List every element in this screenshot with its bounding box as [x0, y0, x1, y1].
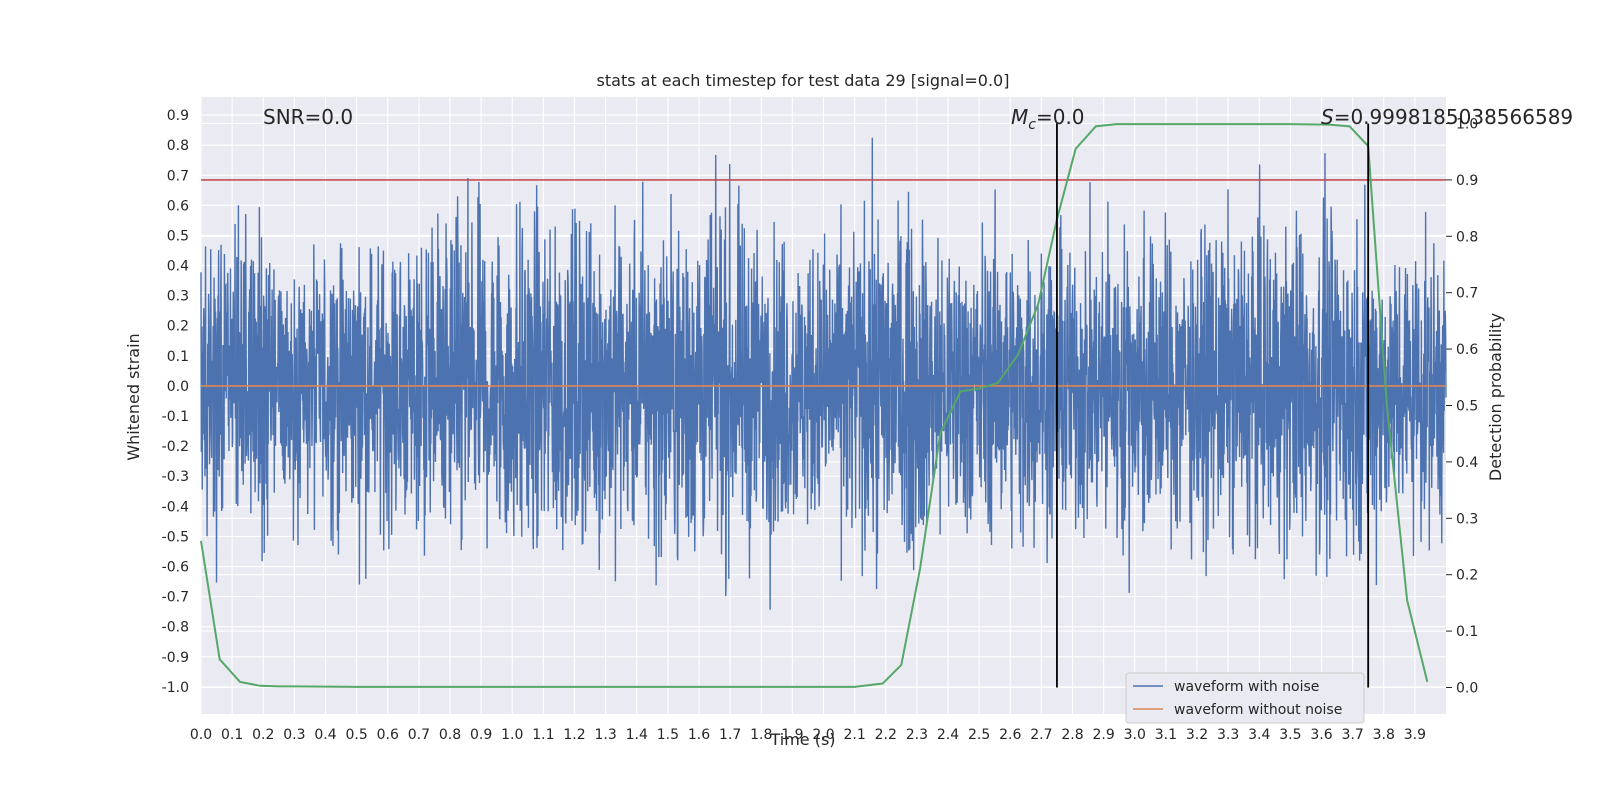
x-tick-label: 0.5 — [345, 727, 367, 743]
x-tick-label: 3.2 — [1186, 727, 1208, 743]
y2-tick-label: 0.3 — [1456, 511, 1478, 527]
x-tick-label: 3.6 — [1310, 727, 1332, 743]
waveform-with-noise-line — [200, 137, 1447, 610]
y-tick-label: -0.5 — [162, 529, 189, 545]
y-tick-label: -0.1 — [162, 409, 189, 425]
x-tick-label: 0.3 — [283, 727, 305, 743]
y-tick-label: 0.1 — [167, 349, 189, 365]
right-axis-ticks: 1.0 0.9 0.8 0.7 0.6 0.5 0.4 0.3 0.2 0.1 0.0 — [1446, 117, 1478, 696]
x-axis-ticks: 0.0 0.1 0.2 0.3 0.4 0.5 0.6 0.7 0.8 0.9 1.0 1.1 1.2 1… — [190, 727, 1426, 743]
x-tick-label: 0.6 — [377, 727, 399, 743]
x-tick-label: 0.0 — [190, 727, 212, 743]
x-tick-label: 1.8 — [750, 727, 772, 743]
x-tick-label: 3.8 — [1373, 727, 1395, 743]
legend-label-clean: waveform without noise — [1174, 702, 1342, 718]
x-tick-label: 1.3 — [594, 727, 616, 743]
y2-tick-label: 0.9 — [1456, 173, 1478, 189]
x-tick-label: 1.0 — [501, 727, 523, 743]
y-tick-label: 0.2 — [167, 319, 189, 335]
legend-box — [1125, 672, 1365, 724]
mc-symbol: M — [1011, 105, 1028, 129]
y-tick-label: -0.2 — [162, 439, 189, 455]
series-lines — [200, 123, 1446, 688]
x-tick-label: 1.2 — [563, 727, 585, 743]
x-tick-label: 2.7 — [1030, 727, 1052, 743]
x-tick-label: 0.7 — [408, 727, 430, 743]
y2-tick-label: 0.0 — [1456, 680, 1478, 696]
mc-value: =0.0 — [1036, 105, 1085, 129]
y-tick-label: 0.9 — [167, 108, 189, 124]
x-axis-label: Time (s) — [769, 730, 835, 749]
y-tick-label: -1.0 — [162, 680, 189, 696]
x-tick-label: 1.9 — [781, 727, 803, 743]
x-tick-label: 1.6 — [688, 727, 710, 743]
x-tick-label: 2.6 — [999, 727, 1021, 743]
x-tick-label: 3.5 — [1279, 727, 1301, 743]
y-tick-label: -0.9 — [162, 650, 189, 666]
y2-tick-label: 0.8 — [1456, 229, 1478, 245]
y-tick-label: -0.8 — [162, 620, 189, 636]
y-axis-label: Whitened strain — [124, 333, 143, 460]
x-tick-label: 3.1 — [1155, 727, 1177, 743]
y2-axis-label: Detection probability — [1486, 313, 1505, 481]
x-tick-label: 1.7 — [719, 727, 741, 743]
y-tick-label: 0.5 — [167, 228, 189, 244]
x-tick-label: 3.7 — [1341, 727, 1363, 743]
y-tick-label: -0.6 — [162, 560, 189, 576]
x-tick-label: 2.9 — [1092, 727, 1114, 743]
s-symbol: S — [1321, 105, 1334, 129]
y2-tick-label: 0.6 — [1456, 342, 1478, 358]
snr-annotation: SNR=0.0 — [263, 105, 353, 129]
x-tick-label: 3.4 — [1248, 727, 1270, 743]
x-tick-label: 0.1 — [221, 727, 243, 743]
y2-tick-label: 0.2 — [1456, 568, 1478, 584]
x-tick-label: 0.9 — [470, 727, 492, 743]
x-tick-label: 3.3 — [1217, 727, 1239, 743]
series-waveform-with-noise — [200, 137, 1447, 610]
legend-label-noisy: waveform with noise — [1174, 679, 1319, 695]
s-value: =0.9998185038566589 — [1334, 105, 1573, 129]
x-tick-label: 2.1 — [843, 727, 865, 743]
detection-probability-line — [200, 123, 1429, 688]
x-tick-label: 0.2 — [252, 727, 274, 743]
s-annotation: S=0.9998185038566589 — [1321, 105, 1573, 129]
x-tick-label: 2.0 — [812, 727, 834, 743]
x-tick-label: 1.1 — [532, 727, 554, 743]
y2-tick-label: 0.4 — [1456, 455, 1478, 471]
y-axis-ticks: 0.9 0.8 0.7 0.6 0.5 0.4 0.3 0.2 0.1 0.0 -0.1 -0.2 -0… — [162, 108, 189, 696]
x-tick-label: 3.9 — [1404, 727, 1426, 743]
y-tick-label: -0.7 — [162, 590, 189, 606]
x-tick-label: 1.5 — [657, 727, 679, 743]
mc-annotation: Mc=0.0 — [1011, 105, 1085, 133]
x-tick-label: 0.4 — [314, 727, 336, 743]
chart-title: stats at each timestep for test data 29 … — [597, 71, 1010, 90]
y-tick-label: -0.3 — [162, 469, 189, 485]
y2-tick-label: 0.5 — [1456, 399, 1478, 415]
y2-tick-label: 1.0 — [1456, 117, 1478, 133]
y-tick-label: 0.3 — [167, 289, 189, 305]
mc-subscript: c — [1028, 117, 1036, 133]
x-tick-label: 2.8 — [1061, 727, 1083, 743]
y-tick-label: 0.0 — [167, 379, 189, 395]
y2-tick-label: 0.1 — [1456, 624, 1478, 640]
x-tick-label: 2.2 — [875, 727, 897, 743]
y-tick-label: 0.4 — [167, 259, 189, 275]
y-tick-label: 0.7 — [167, 168, 189, 184]
x-tick-label: 2.3 — [906, 727, 928, 743]
x-tick-label: 1.4 — [626, 727, 648, 743]
y2-tick-label: 0.7 — [1456, 286, 1478, 302]
x-tick-label: 2.5 — [968, 727, 990, 743]
x-tick-label: 0.8 — [439, 727, 461, 743]
legend: waveform with noise waveform without noi… — [1125, 672, 1365, 724]
x-tick-label: 2.4 — [937, 727, 959, 743]
y-tick-label: 0.6 — [167, 198, 189, 214]
y-tick-label: -0.4 — [162, 499, 189, 515]
y-tick-label: 0.8 — [167, 138, 189, 154]
x-tick-label: 3.0 — [1124, 727, 1146, 743]
